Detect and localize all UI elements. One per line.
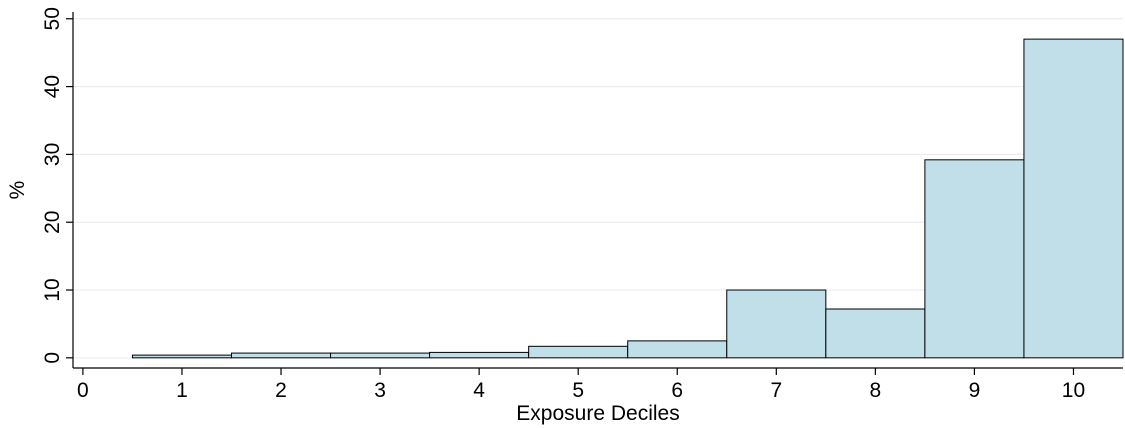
bar-decile-9 bbox=[924, 159, 1025, 359]
bar-decile-8 bbox=[825, 308, 926, 359]
bar-decile-6 bbox=[627, 340, 728, 359]
bar-decile-7 bbox=[726, 289, 827, 359]
bar-decile-5 bbox=[528, 345, 629, 359]
x-tick-label-9: 9 bbox=[969, 379, 981, 402]
y-axis-ticks: 0 10 20 30 40 50 bbox=[41, 7, 73, 364]
x-tick-label-1: 1 bbox=[176, 379, 188, 402]
x-axis-ticks: 0 1 2 3 4 5 6 7 8 9 10 bbox=[77, 368, 1085, 402]
x-tick-label-5: 5 bbox=[572, 379, 584, 402]
x-tick-label-4: 4 bbox=[473, 379, 485, 402]
bar-decile-3 bbox=[330, 352, 431, 359]
x-tick-label-2: 2 bbox=[275, 379, 287, 402]
y-tick-label-20: 20 bbox=[41, 211, 64, 234]
y-axis-title: % bbox=[6, 181, 29, 200]
bar-decile-10 bbox=[1023, 38, 1124, 359]
x-tick-label-8: 8 bbox=[870, 379, 882, 402]
bar-decile-1 bbox=[131, 354, 232, 359]
x-tick-label-6: 6 bbox=[671, 379, 683, 402]
x-tick-label-0: 0 bbox=[77, 379, 89, 402]
axes bbox=[72, 12, 1123, 369]
bars bbox=[131, 38, 1124, 359]
bar-decile-2 bbox=[230, 352, 332, 359]
y-tick-label-40: 40 bbox=[41, 75, 64, 98]
y-tick-label-50: 50 bbox=[41, 7, 64, 30]
x-tick-label-7: 7 bbox=[770, 379, 782, 402]
x-axis-title: Exposure Deciles bbox=[516, 402, 679, 425]
x-tick-label-3: 3 bbox=[374, 379, 386, 402]
y-tick-label-30: 30 bbox=[41, 143, 64, 166]
bar-decile-4 bbox=[429, 351, 530, 359]
y-tick-label-0: 0 bbox=[41, 352, 64, 364]
y-tick-label-10: 10 bbox=[41, 278, 64, 301]
x-tick-label-10: 10 bbox=[1062, 379, 1085, 402]
